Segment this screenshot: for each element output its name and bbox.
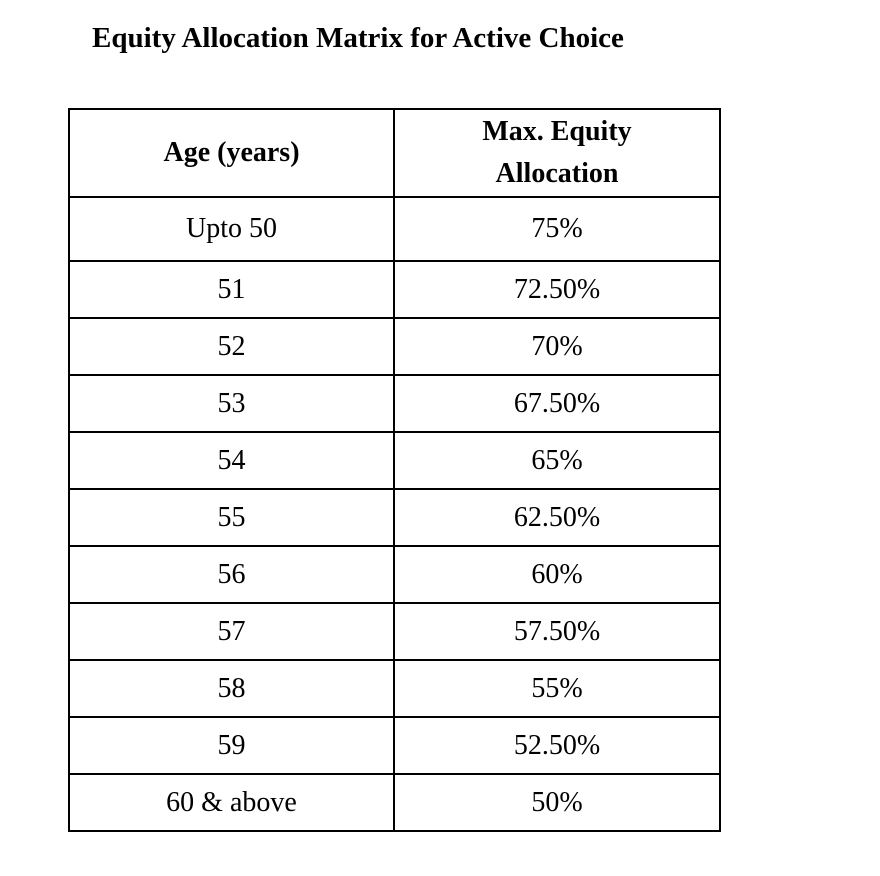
table-row: Upto 50 75%	[68, 196, 721, 262]
header-max-equity-allocation: Max. Equity Allocation	[393, 108, 721, 198]
table-header: Age (years) Max. Equity Allocation	[68, 108, 721, 198]
table-row: 52 70%	[68, 317, 721, 376]
age-cell: 54	[68, 431, 395, 490]
age-cell: 53	[68, 374, 395, 433]
equity-cell: 70%	[393, 317, 721, 376]
age-cell: 56	[68, 545, 395, 604]
equity-cell: 57.50%	[393, 602, 721, 661]
equity-cell: 65%	[393, 431, 721, 490]
age-cell: Upto 50	[68, 196, 395, 262]
age-cell: 59	[68, 716, 395, 775]
age-cell: 60 & above	[68, 773, 395, 832]
equity-cell: 52.50%	[393, 716, 721, 775]
table-row: 57 57.50%	[68, 602, 721, 661]
table-row: 58 55%	[68, 659, 721, 718]
table-row: 59 52.50%	[68, 716, 721, 775]
header-equity-line2: Allocation	[495, 158, 619, 189]
table-row: 56 60%	[68, 545, 721, 604]
equity-allocation-table: Age (years) Max. Equity Allocation Upto …	[68, 108, 721, 832]
age-cell: 52	[68, 317, 395, 376]
table-row: 60 & above 50%	[68, 773, 721, 832]
age-cell: 58	[68, 659, 395, 718]
table-body: Upto 50 75% 51 72.50% 52 70% 53 67.50% 5…	[68, 196, 721, 832]
equity-cell: 50%	[393, 773, 721, 832]
equity-cell: 55%	[393, 659, 721, 718]
header-row: Age (years) Max. Equity Allocation	[68, 108, 721, 198]
age-cell: 51	[68, 260, 395, 319]
header-age: Age (years)	[68, 108, 395, 198]
equity-cell: 67.50%	[393, 374, 721, 433]
age-cell: 55	[68, 488, 395, 547]
header-equity-line1: Max. Equity	[482, 116, 632, 147]
equity-cell: 75%	[393, 196, 721, 262]
table-row: 51 72.50%	[68, 260, 721, 319]
age-cell: 57	[68, 602, 395, 661]
table-row: 54 65%	[68, 431, 721, 490]
table-row: 55 62.50%	[68, 488, 721, 547]
equity-cell: 62.50%	[393, 488, 721, 547]
table-row: 53 67.50%	[68, 374, 721, 433]
page-title: Equity Allocation Matrix for Active Choi…	[92, 22, 624, 54]
equity-cell: 72.50%	[393, 260, 721, 319]
equity-cell: 60%	[393, 545, 721, 604]
